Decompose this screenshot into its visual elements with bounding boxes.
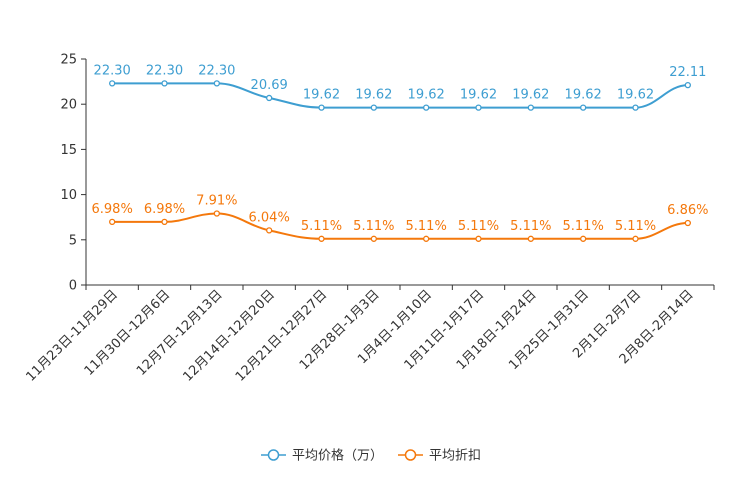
data-label: 19.62 [512, 88, 549, 103]
y-tick-label: 0 [69, 279, 77, 294]
y-tick-label: 15 [60, 143, 77, 158]
x-tick-label: 12月21日-12月27日 [233, 287, 330, 384]
data-point[interactable] [632, 235, 639, 242]
data-point[interactable] [632, 104, 639, 111]
data-point[interactable] [527, 235, 534, 242]
data-point[interactable] [684, 219, 691, 227]
data-label: 22.30 [94, 63, 131, 78]
data-point[interactable] [266, 94, 273, 102]
data-point[interactable] [423, 104, 430, 111]
data-point[interactable] [684, 81, 691, 89]
data-label: 5.11% [353, 219, 394, 234]
data-label: 7.91% [196, 193, 237, 208]
legend-marker [404, 449, 417, 461]
data-label: 19.62 [408, 88, 445, 103]
data-point[interactable] [109, 80, 116, 87]
data-label: 6.98% [92, 202, 133, 217]
legend-item-0[interactable]: 平均价格（万） [261, 448, 383, 464]
data-point[interactable] [213, 210, 220, 217]
data-point[interactable] [109, 218, 116, 226]
data-points [109, 80, 691, 242]
legend-item-1[interactable]: 平均折扣 [398, 449, 481, 464]
data-label: 22.30 [146, 63, 183, 78]
series-line-1[interactable] [112, 212, 688, 240]
data-point[interactable] [370, 104, 377, 111]
y-tick-label: 20 [60, 98, 77, 113]
data-label: 19.62 [303, 88, 340, 103]
data-point[interactable] [423, 235, 430, 242]
data-point[interactable] [370, 235, 377, 242]
data-point[interactable] [213, 80, 220, 87]
data-label: 5.11% [301, 219, 342, 234]
y-tick-label: 25 [60, 53, 77, 68]
data-point[interactable] [266, 227, 273, 234]
data-label: 19.62 [565, 88, 602, 103]
data-label: 22.11 [669, 65, 706, 80]
series-line-0[interactable] [112, 82, 688, 109]
data-point[interactable] [580, 104, 587, 111]
data-label: 20.69 [251, 78, 288, 93]
data-label: 5.11% [615, 219, 656, 234]
data-label: 5.11% [510, 219, 551, 234]
data-point[interactable] [318, 235, 325, 242]
data-point[interactable] [475, 104, 482, 111]
data-label: 5.11% [458, 219, 499, 234]
data-point[interactable] [527, 104, 534, 111]
data-label: 6.04% [249, 210, 290, 225]
data-point[interactable] [318, 104, 325, 111]
data-point[interactable] [475, 235, 482, 242]
legend-label: 平均价格（万） [292, 448, 383, 464]
data-label: 6.86% [667, 203, 708, 218]
series-lines [112, 82, 688, 240]
x-tick-label: 11月23日-11月29日 [24, 287, 121, 384]
legend-label: 平均折扣 [429, 449, 481, 464]
data-label: 19.62 [617, 88, 654, 103]
data-point[interactable] [161, 80, 168, 87]
y-tick-label: 5 [69, 233, 77, 248]
x-tick-label: 12月14日-12月20日 [181, 287, 278, 384]
legend-marker [267, 449, 280, 461]
data-point[interactable] [161, 218, 168, 226]
y-tick-label: 10 [60, 188, 77, 203]
legend[interactable]: 平均价格（万） 平均折扣 [261, 448, 481, 464]
data-label: 22.30 [198, 63, 235, 78]
data-label: 6.98% [144, 202, 185, 217]
data-label: 19.62 [460, 88, 497, 103]
data-labels: 22.30 22.30 22.30 20.69 19.62 19.62 19.62 19.62… [92, 63, 709, 233]
data-point[interactable] [580, 235, 587, 242]
data-label: 5.11% [563, 219, 604, 234]
data-label: 5.11% [406, 219, 447, 234]
data-label: 19.62 [355, 88, 392, 103]
